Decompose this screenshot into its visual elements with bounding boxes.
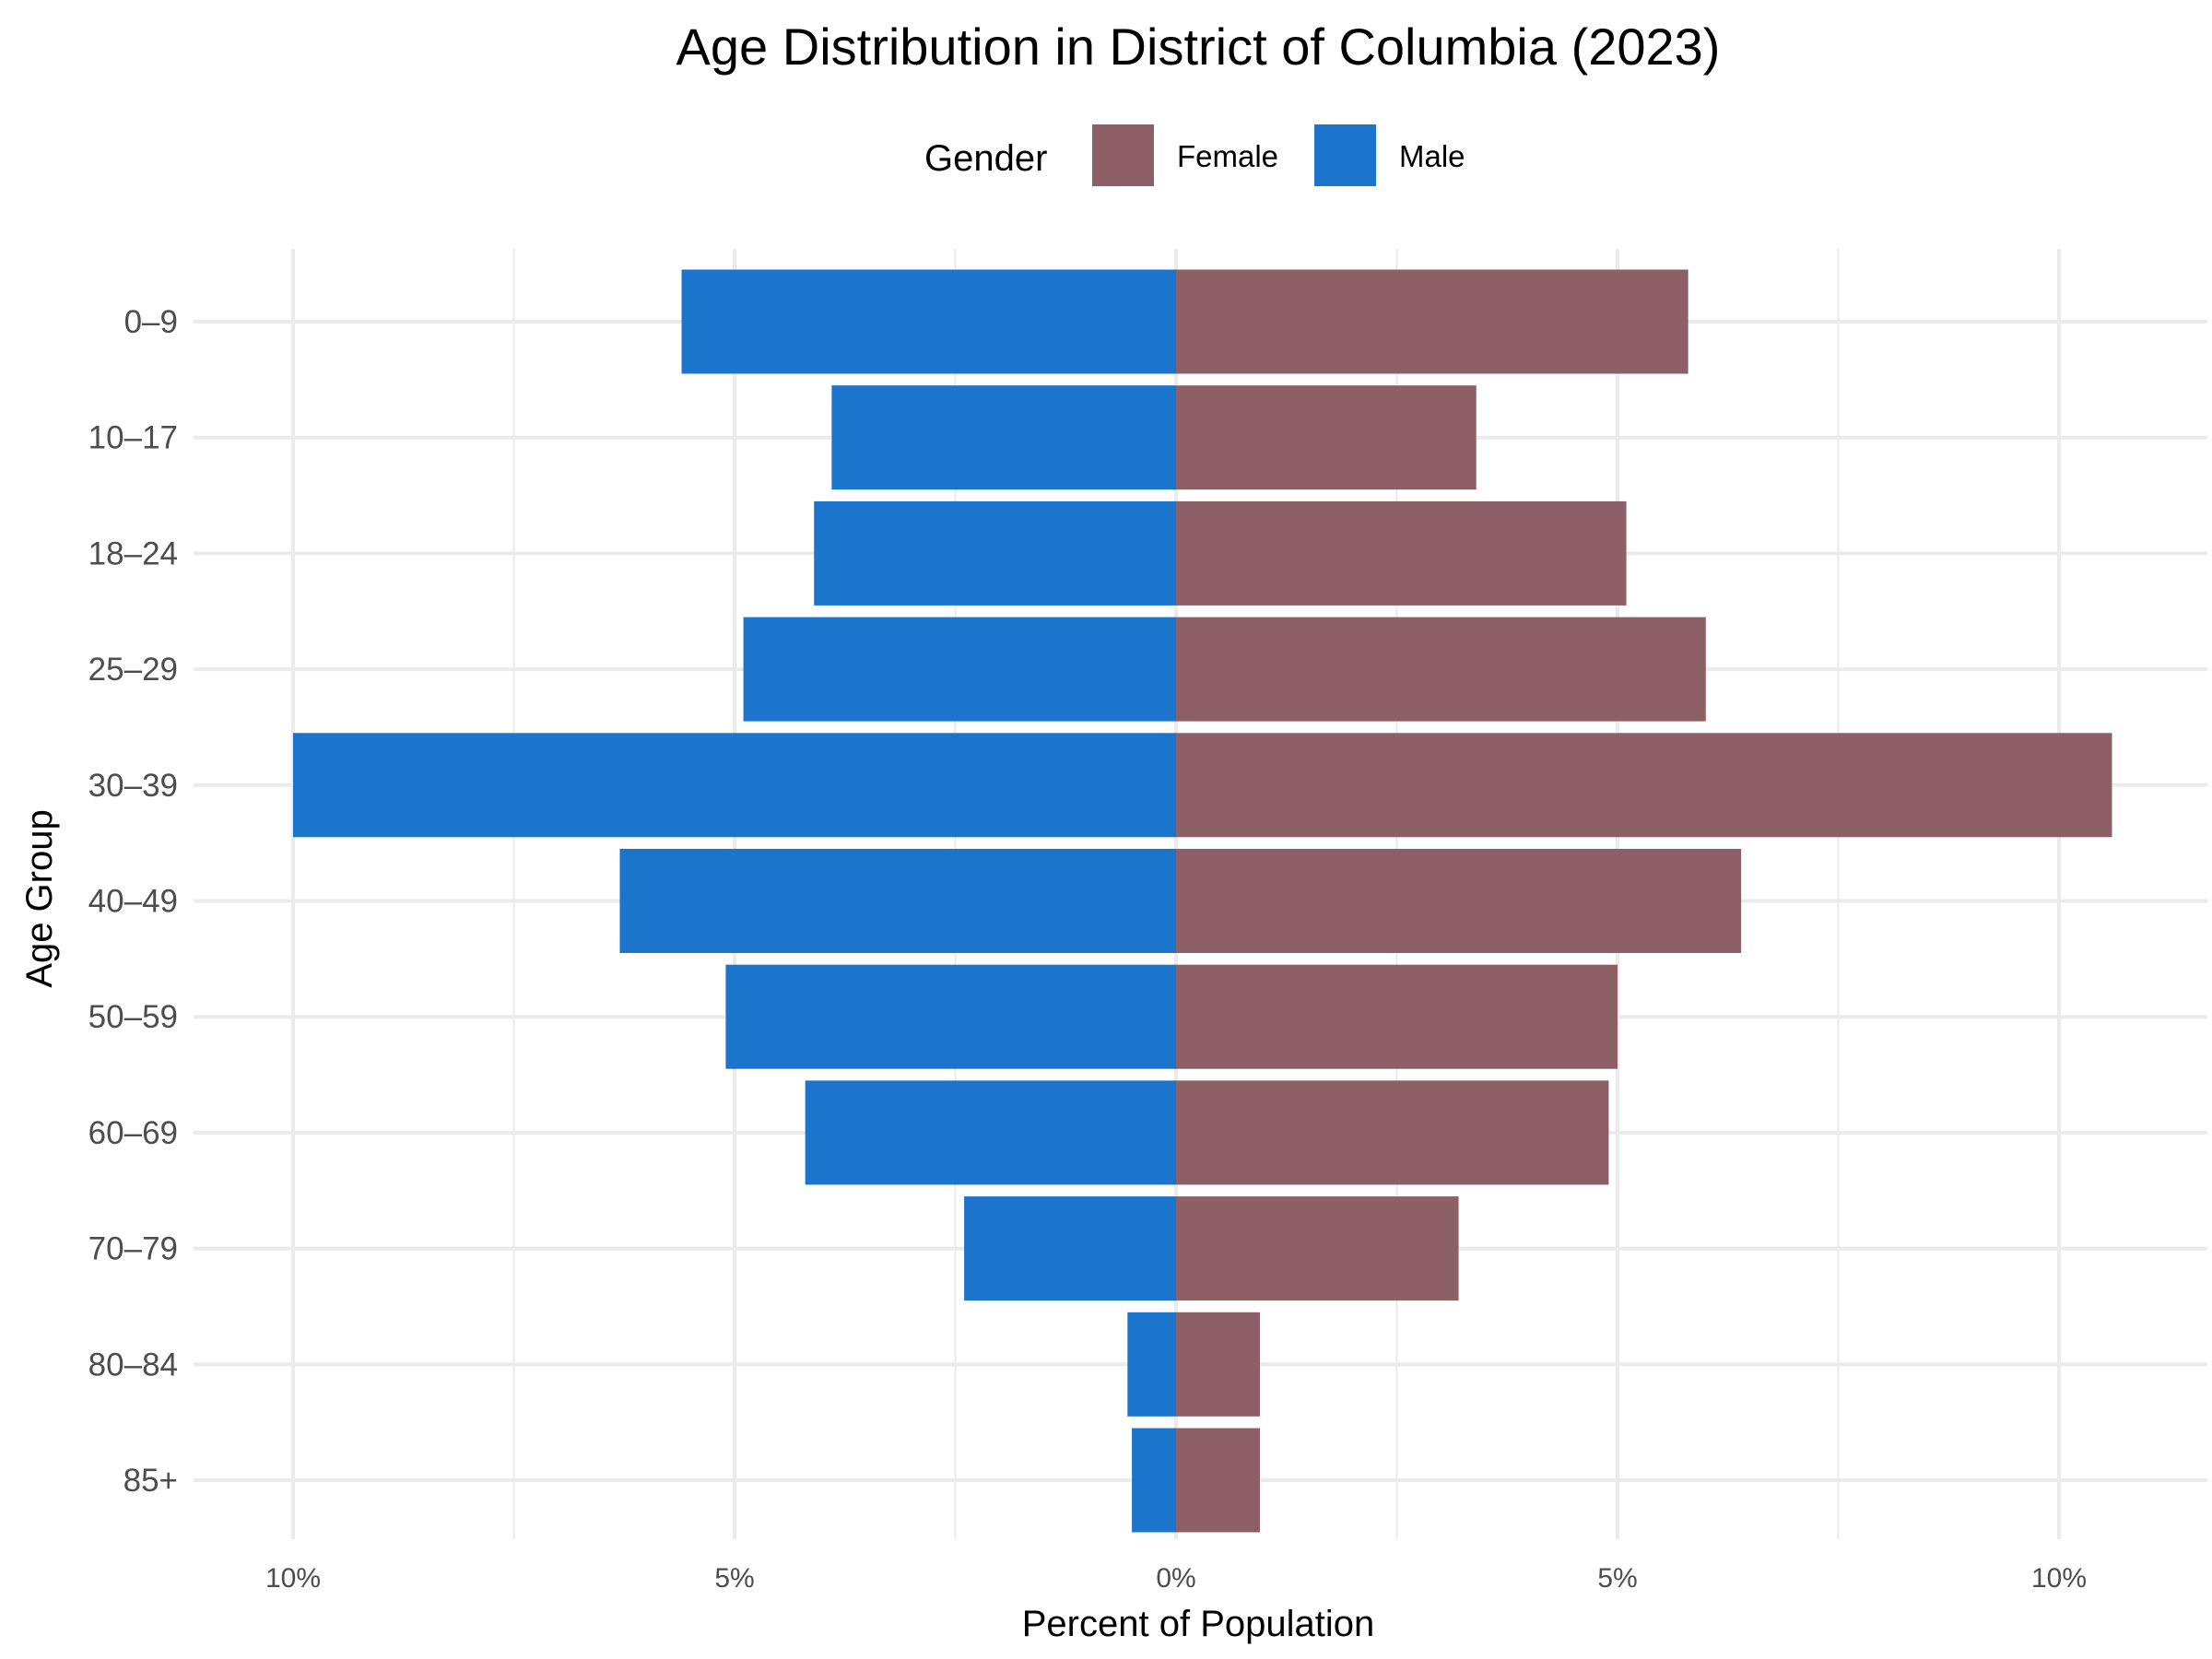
- bar-female: [1176, 964, 1618, 1069]
- bar-female: [1176, 849, 1742, 953]
- bar-male: [805, 1080, 1176, 1185]
- x-tick-label: 5%: [1597, 1563, 1637, 1594]
- y-tick-label: 40–49: [88, 884, 178, 920]
- y-tick-label: 25–29: [88, 652, 178, 688]
- x-tick-label: 5%: [714, 1563, 754, 1594]
- chart-title: Age Distribution in District of Columbia…: [677, 18, 1721, 76]
- bar-female: [1176, 733, 2112, 838]
- bar-male: [725, 964, 1176, 1069]
- x-tick-label: 0%: [1156, 1563, 1195, 1594]
- y-tick-label: 85+: [124, 1463, 178, 1499]
- bar-female: [1176, 1080, 1609, 1185]
- bar-female: [1176, 500, 1627, 606]
- bar-male: [293, 733, 1176, 838]
- y-tick-labels: 0–9 10–17 18–24 25–29 30–39 40–49 50–59 60–69 70…: [88, 304, 178, 1499]
- bar-female: [1176, 617, 1706, 722]
- legend-label-male: Male: [1399, 139, 1465, 173]
- bar-female: [1176, 1312, 1261, 1417]
- y-tick-label: 30–39: [88, 768, 178, 804]
- legend-label-female: Female: [1177, 139, 1278, 173]
- x-tick-label: 10%: [265, 1563, 321, 1594]
- bar-male: [743, 617, 1176, 722]
- bar-male: [814, 500, 1176, 606]
- bar-male: [964, 1196, 1176, 1301]
- bar-male: [681, 269, 1176, 374]
- y-tick-label: 18–24: [88, 535, 178, 571]
- y-tick-label: 70–79: [88, 1231, 178, 1267]
- bar-male: [1127, 1312, 1176, 1417]
- legend-title: Gender: [924, 138, 1047, 179]
- y-axis-title: Age Group: [19, 809, 60, 987]
- bar-male: [619, 849, 1176, 953]
- legend-swatch-female: [1092, 124, 1154, 186]
- y-tick-label: 10–17: [88, 420, 178, 456]
- x-axis-title: Percent of Population: [1022, 1604, 1374, 1644]
- bar-male: [1132, 1428, 1176, 1533]
- x-tick-label: 10%: [2031, 1563, 2087, 1594]
- x-tick-labels: 10% 5% 0% 5% 10%: [265, 1563, 2087, 1594]
- bars: [293, 269, 2112, 1533]
- y-tick-label: 80–84: [88, 1347, 178, 1382]
- bar-female: [1176, 1428, 1261, 1533]
- y-tick-label: 50–59: [88, 999, 178, 1035]
- legend-swatch-male: [1314, 124, 1376, 186]
- y-tick-label: 0–9: [124, 304, 178, 340]
- legend: Gender Female Male: [924, 124, 1465, 186]
- y-tick-label: 60–69: [88, 1115, 178, 1151]
- bar-female: [1176, 1196, 1459, 1301]
- bar-female: [1176, 269, 1688, 374]
- bar-male: [831, 385, 1176, 490]
- bar-female: [1176, 385, 1477, 490]
